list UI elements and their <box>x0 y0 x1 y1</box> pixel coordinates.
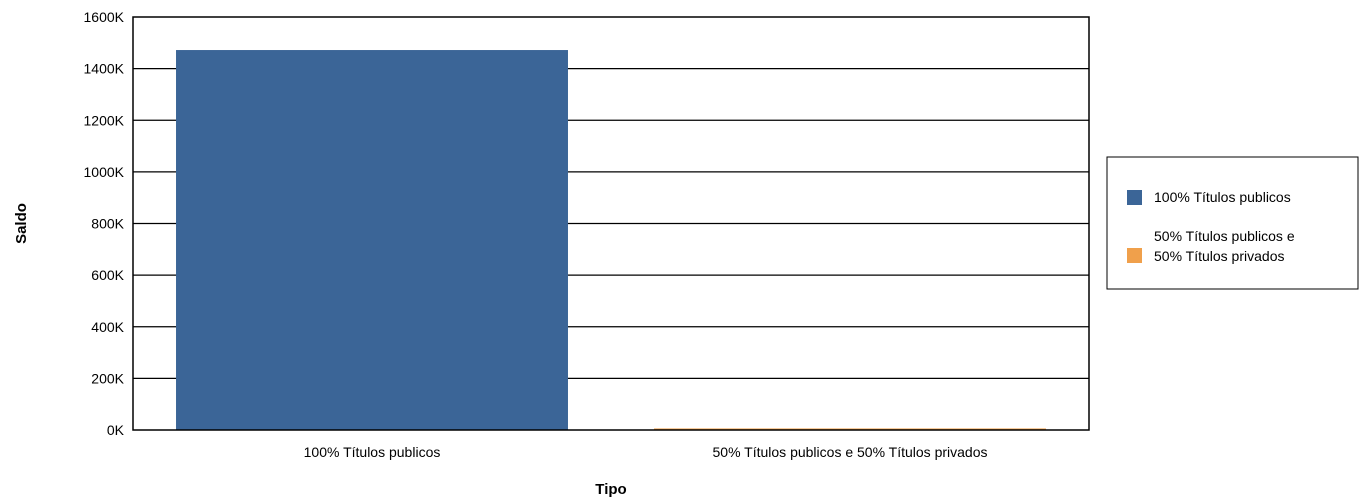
x-axis-title: Tipo <box>595 481 626 498</box>
legend-swatch <box>1127 190 1142 205</box>
legend: 100% Títulos publicos 50% Títulos publico… <box>1106 156 1359 290</box>
y-tick-label: 400K <box>91 319 124 335</box>
y-tick-label: 1000K <box>84 164 125 180</box>
y-tick-labels: 0K 200K 400K 600K 800K 1000K 1200K 1400K 1600K <box>84 9 125 438</box>
legend-label: 50% Títulos privados <box>1154 248 1284 264</box>
x-tick-label: 50% Títulos publicos e 50% Títulos priva… <box>713 444 988 460</box>
y-tick-label: 0K <box>107 422 125 438</box>
y-tick-label: 1600K <box>84 9 125 25</box>
legend-swatch <box>1127 248 1142 263</box>
y-tick-label: 600K <box>91 267 124 283</box>
bars <box>176 50 1046 430</box>
legend-label: 100% Títulos publicos <box>1154 189 1291 205</box>
y-tick-label: 1400K <box>84 61 125 77</box>
bar <box>176 50 568 430</box>
y-axis-title: Saldo <box>13 203 30 244</box>
y-tick-label: 800K <box>91 216 124 232</box>
legend-label: 50% Títulos publicos e <box>1154 228 1295 244</box>
x-tick-labels: 100% Títulos publicos 50% Títulos publico… <box>304 444 988 460</box>
x-tick-label: 100% Títulos publicos <box>304 444 441 460</box>
y-tick-label: 1200K <box>84 112 125 128</box>
y-tick-label: 200K <box>91 370 124 386</box>
legend-box <box>1106 156 1359 290</box>
plot-frame <box>132 16 1090 431</box>
bar <box>654 428 1046 430</box>
